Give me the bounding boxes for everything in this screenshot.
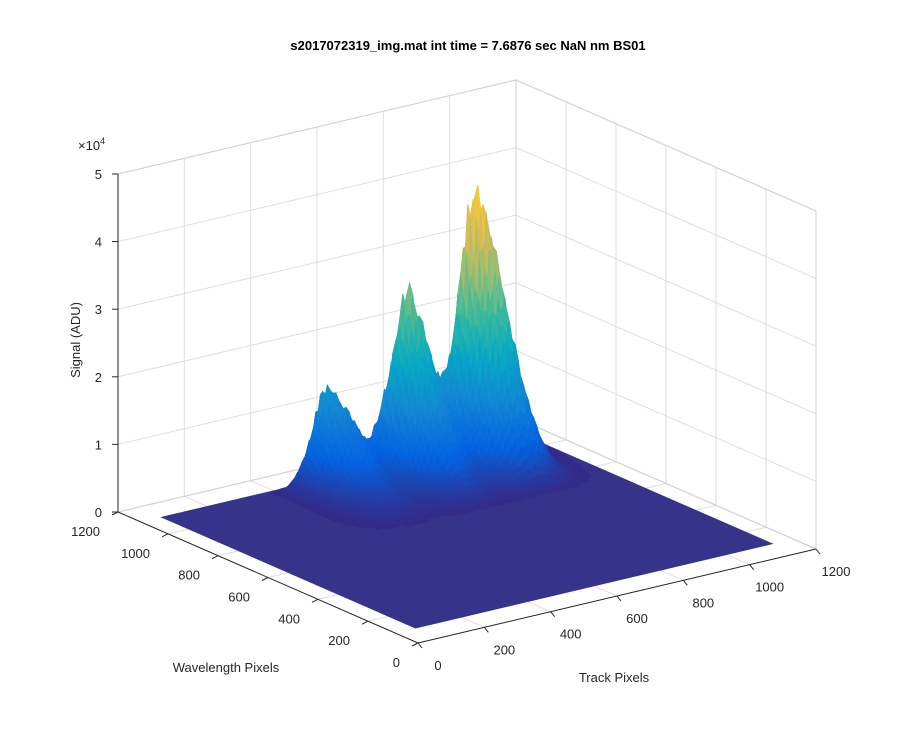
y-tick-label: 400 (278, 611, 300, 626)
grid-line-backwall-z (117, 147, 517, 243)
x-tick-mark (749, 564, 755, 570)
x-tick-label: 200 (493, 642, 515, 657)
z-axis-label: Signal (ADU) (68, 302, 83, 378)
x-tick-label: 600 (626, 611, 648, 626)
grid-line-sidewall-z (515, 349, 817, 482)
x-tick-mark (417, 642, 423, 649)
x-tick-label: 400 (560, 627, 582, 642)
x-tick-label: 1200 (822, 564, 851, 579)
surface-facet (585, 474, 593, 478)
surface-facet (584, 472, 593, 476)
box-edge (515, 417, 817, 550)
y-tick-mark (261, 577, 269, 581)
x-tick-label: 1000 (755, 580, 784, 595)
x-tick-mark (483, 627, 489, 633)
z-tick-label: 2 (95, 370, 102, 385)
x-axis-label: Track Pixels (579, 670, 650, 685)
tick-labels: 0200400600800100012000200400600800100012… (71, 167, 850, 673)
y-tick-mark (311, 598, 319, 603)
y-tick-label: 1000 (121, 546, 150, 561)
surface-facet (584, 477, 592, 480)
y-tick-mark (161, 533, 169, 538)
box-edge (515, 79, 817, 212)
y-tick-mark (211, 555, 219, 560)
y-tick-label: 800 (178, 568, 200, 583)
grid-line-backwall-z (117, 214, 517, 310)
z-tick-label: 0 (95, 505, 102, 520)
surface-facet (582, 479, 590, 483)
surface-facet (575, 464, 584, 467)
x-tick-label: 0 (434, 658, 441, 673)
y-tick-label: 0 (393, 655, 400, 670)
surface-facet (423, 519, 431, 523)
surface-plot (160, 185, 774, 629)
y-tick-label: 200 (328, 633, 350, 648)
grid-line-sidewall-z (515, 282, 817, 415)
z-tick-label: 3 (95, 302, 102, 317)
z-exponent-base: ×10 (78, 138, 100, 153)
z-tick-label: 4 (95, 235, 102, 250)
z-tick-label: 1 (95, 437, 102, 452)
y-tick-mark (411, 642, 419, 647)
box-edge (117, 79, 517, 175)
y-tick-label: 1200 (71, 524, 100, 539)
z-exponent: ×104 (78, 136, 105, 153)
x-tick-mark (815, 548, 821, 555)
y-tick-mark (361, 620, 369, 625)
grid-line-sidewall-z (515, 147, 817, 280)
y-tick-label: 600 (228, 590, 250, 605)
surface-facet (550, 448, 559, 452)
z-tick-label: 5 (95, 167, 102, 182)
x-tick-mark (682, 580, 688, 586)
x-tick-mark (550, 611, 556, 617)
surface-facet (568, 459, 577, 463)
x-tick-label: 800 (692, 595, 714, 610)
surface-facet (580, 469, 589, 473)
x-tick-mark (616, 595, 622, 602)
surface-facet (564, 456, 572, 459)
y-axis-label: Wavelength Pixels (173, 660, 280, 675)
chart-title: s2017072319_img.mat int time = 7.6876 se… (290, 38, 645, 53)
surface-facet (574, 483, 582, 487)
surface-facet (579, 467, 588, 471)
grid-line-sidewall-z (515, 214, 817, 347)
grid-line-backwall-z (117, 282, 517, 378)
z-exponent-power: 4 (100, 136, 105, 146)
